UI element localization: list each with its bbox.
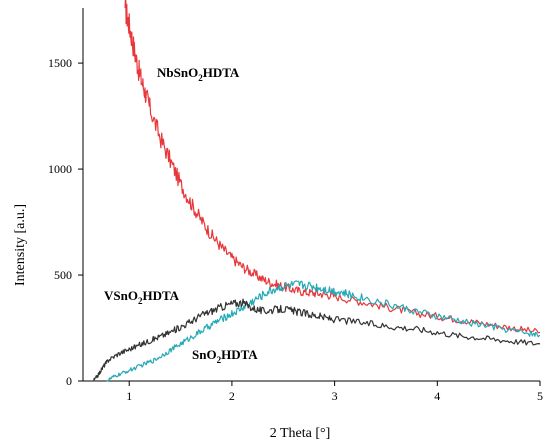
x-tick-label: 5 bbox=[537, 389, 543, 403]
y-tick-label: 1000 bbox=[48, 162, 72, 176]
y-axis-title: Intensity [a.u.] bbox=[13, 204, 28, 286]
axis-ticks: 1 2 3 4 5 0 500 1000 1500 bbox=[48, 56, 543, 403]
series-line-sno2hdta bbox=[93, 298, 541, 382]
x-tick-label: 4 bbox=[434, 389, 440, 403]
annotation-nbsno2hdta: NbSnO2HDTA bbox=[157, 65, 240, 83]
annotation-sno2hdta: SnO2HDTA bbox=[192, 347, 258, 365]
series-annotations: NbSnO2HDTA VSnO2HDTA SnO2HDTA bbox=[104, 65, 258, 365]
plot-area bbox=[93, 0, 541, 382]
x-tick-label: 2 bbox=[229, 389, 235, 403]
annotation-vsno2hdta: VSnO2HDTA bbox=[104, 288, 180, 306]
y-tick-label: 500 bbox=[54, 268, 72, 282]
series-line-nbsno2hdta bbox=[124, 0, 541, 334]
y-tick-label: 0 bbox=[66, 374, 72, 388]
x-tick-label: 1 bbox=[126, 389, 132, 403]
y-tick-label: 1500 bbox=[48, 56, 72, 70]
x-tick-label: 3 bbox=[332, 389, 338, 403]
x-axis-title: 2 Theta [°] bbox=[270, 426, 331, 441]
series-line-vsno2hdta bbox=[106, 280, 541, 382]
